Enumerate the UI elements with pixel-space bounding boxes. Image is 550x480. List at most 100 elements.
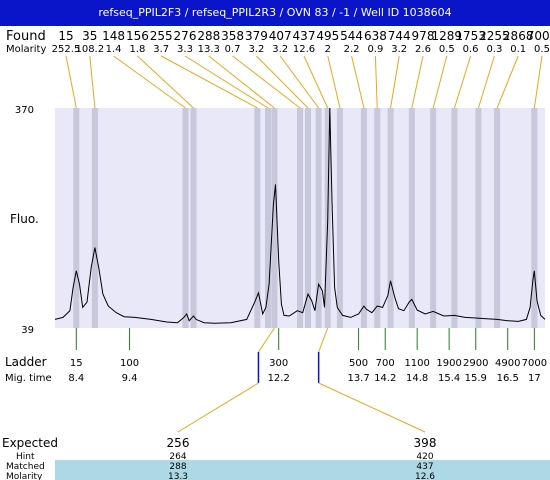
ladder-time-label: 12.2 [268, 373, 290, 384]
found-size-label: 35 [82, 29, 97, 43]
fluorescence-trace [54, 107, 546, 324]
peak-band [271, 108, 278, 328]
expected-size-label: 398 [414, 436, 437, 450]
found-label: Found [6, 29, 46, 44]
found-molarity-label: 0.6 [463, 44, 479, 55]
mig-time-label: Mig. time [5, 373, 52, 384]
found-connector [390, 55, 400, 109]
title-bar [0, 0, 550, 26]
peak-band [265, 108, 272, 328]
found-size-label: 15 [58, 29, 73, 43]
ladder-label: Ladder [5, 355, 47, 369]
found-connector [65, 55, 77, 109]
found-size-label: 7000 [527, 29, 550, 43]
matched-connector [258, 327, 275, 353]
found-molarity-label: 3.3 [177, 44, 193, 55]
ladder-size-label: 500 [349, 358, 368, 369]
found-connector [208, 55, 275, 109]
ladder-size-label: 100 [120, 358, 139, 369]
found-molarity-label: 3.7 [153, 44, 169, 55]
peak-band [315, 108, 322, 328]
found-connector [160, 55, 258, 109]
found-size-label: 437 [293, 29, 316, 43]
found-molarity-label: 2 [325, 44, 331, 55]
peak-band [387, 108, 394, 328]
found-molarity-label: 13.3 [198, 44, 220, 55]
found-connector [374, 55, 378, 109]
found-connector [89, 55, 96, 109]
found-molarity-label: 108.2 [75, 44, 104, 55]
found-connector [232, 55, 301, 109]
y-tick-label-bottom: 39 [21, 325, 34, 336]
peak-band [254, 108, 261, 328]
ladder-time-label: 8.4 [68, 373, 84, 384]
matched-label: Matched [6, 462, 45, 472]
peak-band [430, 108, 437, 328]
found-connector [432, 55, 448, 109]
found-connector [327, 55, 341, 109]
found-size-label: 379 [245, 29, 268, 43]
peak-band [336, 108, 343, 328]
ladder-time-label: 17 [528, 373, 541, 384]
matched-row [55, 460, 550, 480]
found-connector [184, 55, 269, 109]
peak-band [297, 108, 303, 328]
matched-molarity-label: 12.6 [415, 472, 435, 480]
ladder-size-label: 7000 [522, 358, 547, 369]
ladder-size-label: 15 [70, 358, 83, 369]
y-axis-label: Fluo. [10, 212, 39, 226]
y-tick-label-top: 370 [15, 105, 34, 116]
found-molarity-label: 1.4 [106, 44, 122, 55]
peak-band [91, 108, 98, 328]
ladder-time-label: 16.5 [497, 373, 519, 384]
found-connector [351, 55, 365, 109]
peak-band [304, 108, 311, 328]
found-connector [477, 55, 495, 109]
peak-band [475, 108, 482, 328]
found-molarity-label: 0.3 [486, 44, 502, 55]
found-molarity-label: 252.5 [52, 44, 81, 55]
found-size-label: 288 [197, 29, 220, 43]
found-molarity-label: 0.9 [367, 44, 383, 55]
found-size-label: 495 [316, 29, 339, 43]
found-connector [137, 55, 194, 109]
found-molarity-label: 3.2 [248, 44, 264, 55]
found-size-label: 978 [412, 29, 435, 43]
found-size-label: 358 [221, 29, 244, 43]
ladder-size-label: 4900 [495, 358, 520, 369]
molarity-bottom-label: Molarity [6, 472, 43, 480]
molarity-label: Molarity [6, 44, 46, 55]
ladder-size-label: 300 [269, 358, 288, 369]
ladder-time-label: 15.9 [465, 373, 487, 384]
expected-label: Expected [2, 436, 58, 450]
peak-band [182, 108, 189, 328]
ladder-size-label: 2900 [463, 358, 488, 369]
found-size-label: 744 [388, 29, 411, 43]
found-molarity-label: 0.1 [510, 44, 526, 55]
peak-band [190, 108, 197, 328]
matched-size-label: 288 [169, 462, 186, 472]
found-molarity-label: 0.5 [534, 44, 550, 55]
found-connector [303, 55, 329, 109]
matched-connector [318, 327, 329, 353]
peak-band [374, 108, 381, 328]
found-molarity-label: 3.2 [272, 44, 288, 55]
found-size-label: 148 [102, 29, 125, 43]
matched-molarity-label: 13.3 [168, 472, 188, 480]
found-size-label: 1289 [432, 29, 463, 43]
found-size-label: 255 [150, 29, 173, 43]
found-molarity-label: 1.8 [129, 44, 145, 55]
found-connector [411, 55, 424, 109]
ladder-size-label: 700 [376, 358, 395, 369]
found-connector [256, 55, 309, 109]
found-molarity-label: 12.6 [293, 44, 315, 55]
found-molarity-label: 0.7 [225, 44, 241, 55]
ladder-time-label: 14.8 [406, 373, 428, 384]
peak-band [73, 108, 80, 328]
peak-band [494, 108, 501, 328]
matched-size-label: 437 [416, 462, 433, 472]
found-size-label: 407 [269, 29, 292, 43]
expected-connector [177, 382, 259, 433]
found-connector [453, 55, 472, 109]
